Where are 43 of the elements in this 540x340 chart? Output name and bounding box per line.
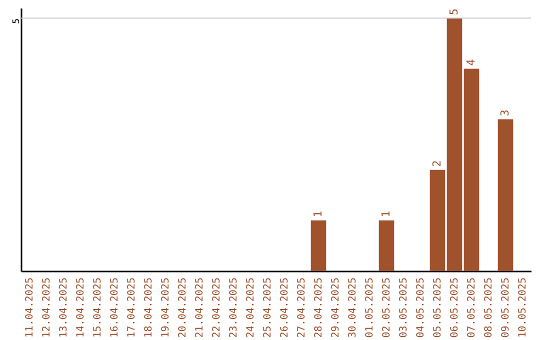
ref-line-label: 5 xyxy=(12,18,22,24)
x-tick-label: 06.05.2025 xyxy=(450,278,460,338)
x-tick-label: 17.04.2025 xyxy=(126,278,138,338)
x-tick-label: 14.04.2025 xyxy=(76,278,86,338)
x-tick-label: 19.04.2025 xyxy=(160,278,172,338)
x-tick-label: 24.04.2025 xyxy=(246,278,256,338)
x-tick-label: 11.04.2025 xyxy=(24,278,36,338)
x-tick-label: 01.05.2025 xyxy=(364,278,376,338)
x-tick-label: 22.04.2025 xyxy=(212,278,222,338)
bar xyxy=(430,170,446,271)
x-tick-label: 30.04.2025 xyxy=(348,278,358,338)
data-label: 1 xyxy=(312,210,324,218)
bar xyxy=(446,18,462,271)
bar xyxy=(498,119,514,271)
x-tick-label: 02.05.2025 xyxy=(382,278,392,338)
x-tick-label: 05.05.2025 xyxy=(432,278,444,338)
bar xyxy=(464,68,480,271)
data-label: 5 xyxy=(448,8,460,16)
x-tick-label: 28.04.2025 xyxy=(314,278,324,338)
x-tick-label: 27.04.2025 xyxy=(296,278,308,338)
bar xyxy=(310,220,326,271)
data-label: 4 xyxy=(464,58,478,66)
bar xyxy=(378,220,394,271)
x-tick-label: 20.04.2025 xyxy=(178,278,188,338)
x-tick-label: 13.04.2025 xyxy=(58,278,70,338)
x-tick-label: 07.05.2025 xyxy=(466,278,478,338)
data-label: 2 xyxy=(430,160,444,167)
x-tick-label: 15.04.2025 xyxy=(92,278,104,338)
x-tick-label: 16.04.2025 xyxy=(110,278,120,338)
data-label: 1 xyxy=(380,210,392,218)
x-tick-label: 08.05.2025 xyxy=(484,278,494,338)
x-tick-label: 18.04.2025 xyxy=(144,278,154,338)
x-tick-label: 29.04.2025 xyxy=(330,278,342,338)
x-tick-label: 12.04.2025 xyxy=(42,278,52,338)
x-tick-label: 25.04.2025 xyxy=(262,278,274,338)
x-tick-label: 03.05.2025 xyxy=(398,278,410,338)
x-tick-label: 23.04.2025 xyxy=(228,278,240,338)
x-tick-label: 21.04.2025 xyxy=(194,278,206,338)
x-tick-label: 26.04.2025 xyxy=(280,278,290,338)
data-label: 3 xyxy=(498,110,512,116)
x-tick-label: 10.05.2025 xyxy=(518,278,528,338)
x-tick-label: 04.05.2025 xyxy=(416,278,426,338)
x-tick-label: 09.05.2025 xyxy=(500,278,512,338)
